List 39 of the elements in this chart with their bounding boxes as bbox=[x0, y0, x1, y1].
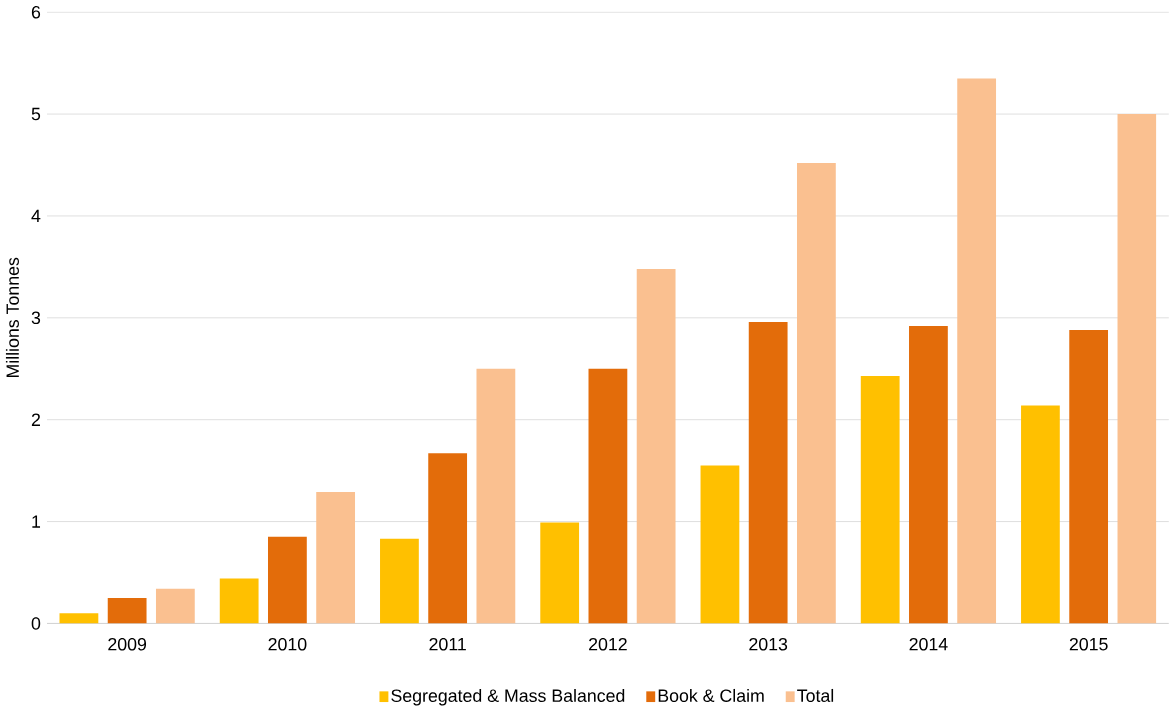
bar bbox=[59, 613, 99, 624]
x-tick-label: 2011 bbox=[429, 638, 466, 651]
y-tick-label: 5 bbox=[31, 108, 41, 121]
bar bbox=[155, 588, 195, 624]
bar bbox=[588, 368, 628, 624]
y-tick-label: 0 bbox=[31, 617, 41, 630]
bar bbox=[636, 269, 676, 624]
x-tick-label: 2015 bbox=[1069, 638, 1108, 651]
y-tick-label: 2 bbox=[31, 413, 40, 427]
bar bbox=[860, 376, 900, 624]
bar bbox=[380, 539, 419, 624]
bar bbox=[1021, 405, 1060, 624]
y-tick-label: 4 bbox=[31, 210, 41, 223]
y-tick-label: 3 bbox=[31, 311, 41, 325]
y-axis-title: Millions Tonnes bbox=[5, 257, 19, 378]
bar bbox=[1117, 114, 1157, 624]
bar bbox=[107, 598, 147, 624]
bar bbox=[748, 322, 788, 624]
bar bbox=[316, 492, 356, 624]
bar bbox=[540, 522, 580, 624]
bar bbox=[909, 326, 948, 624]
bar bbox=[700, 465, 740, 624]
legend-label: Segregated & Mass Balanced bbox=[391, 689, 625, 706]
x-tick-label: 2013 bbox=[749, 638, 788, 651]
bar bbox=[219, 578, 259, 624]
legend-label: Book & Claim bbox=[658, 689, 764, 703]
bar bbox=[428, 453, 468, 624]
x-tick-label: 2012 bbox=[589, 638, 627, 651]
bar bbox=[957, 78, 997, 624]
bar bbox=[476, 368, 516, 624]
x-tick-label: 2014 bbox=[909, 638, 948, 651]
x-tick-label: 2009 bbox=[108, 638, 147, 651]
y-tick-label: 6 bbox=[31, 6, 41, 19]
y-tick-label: 1 bbox=[32, 515, 41, 528]
legend-label: Total bbox=[797, 689, 834, 703]
bar bbox=[1069, 330, 1109, 624]
bar bbox=[268, 537, 307, 624]
bar bbox=[796, 163, 836, 624]
x-tick-label: 2010 bbox=[268, 638, 307, 651]
